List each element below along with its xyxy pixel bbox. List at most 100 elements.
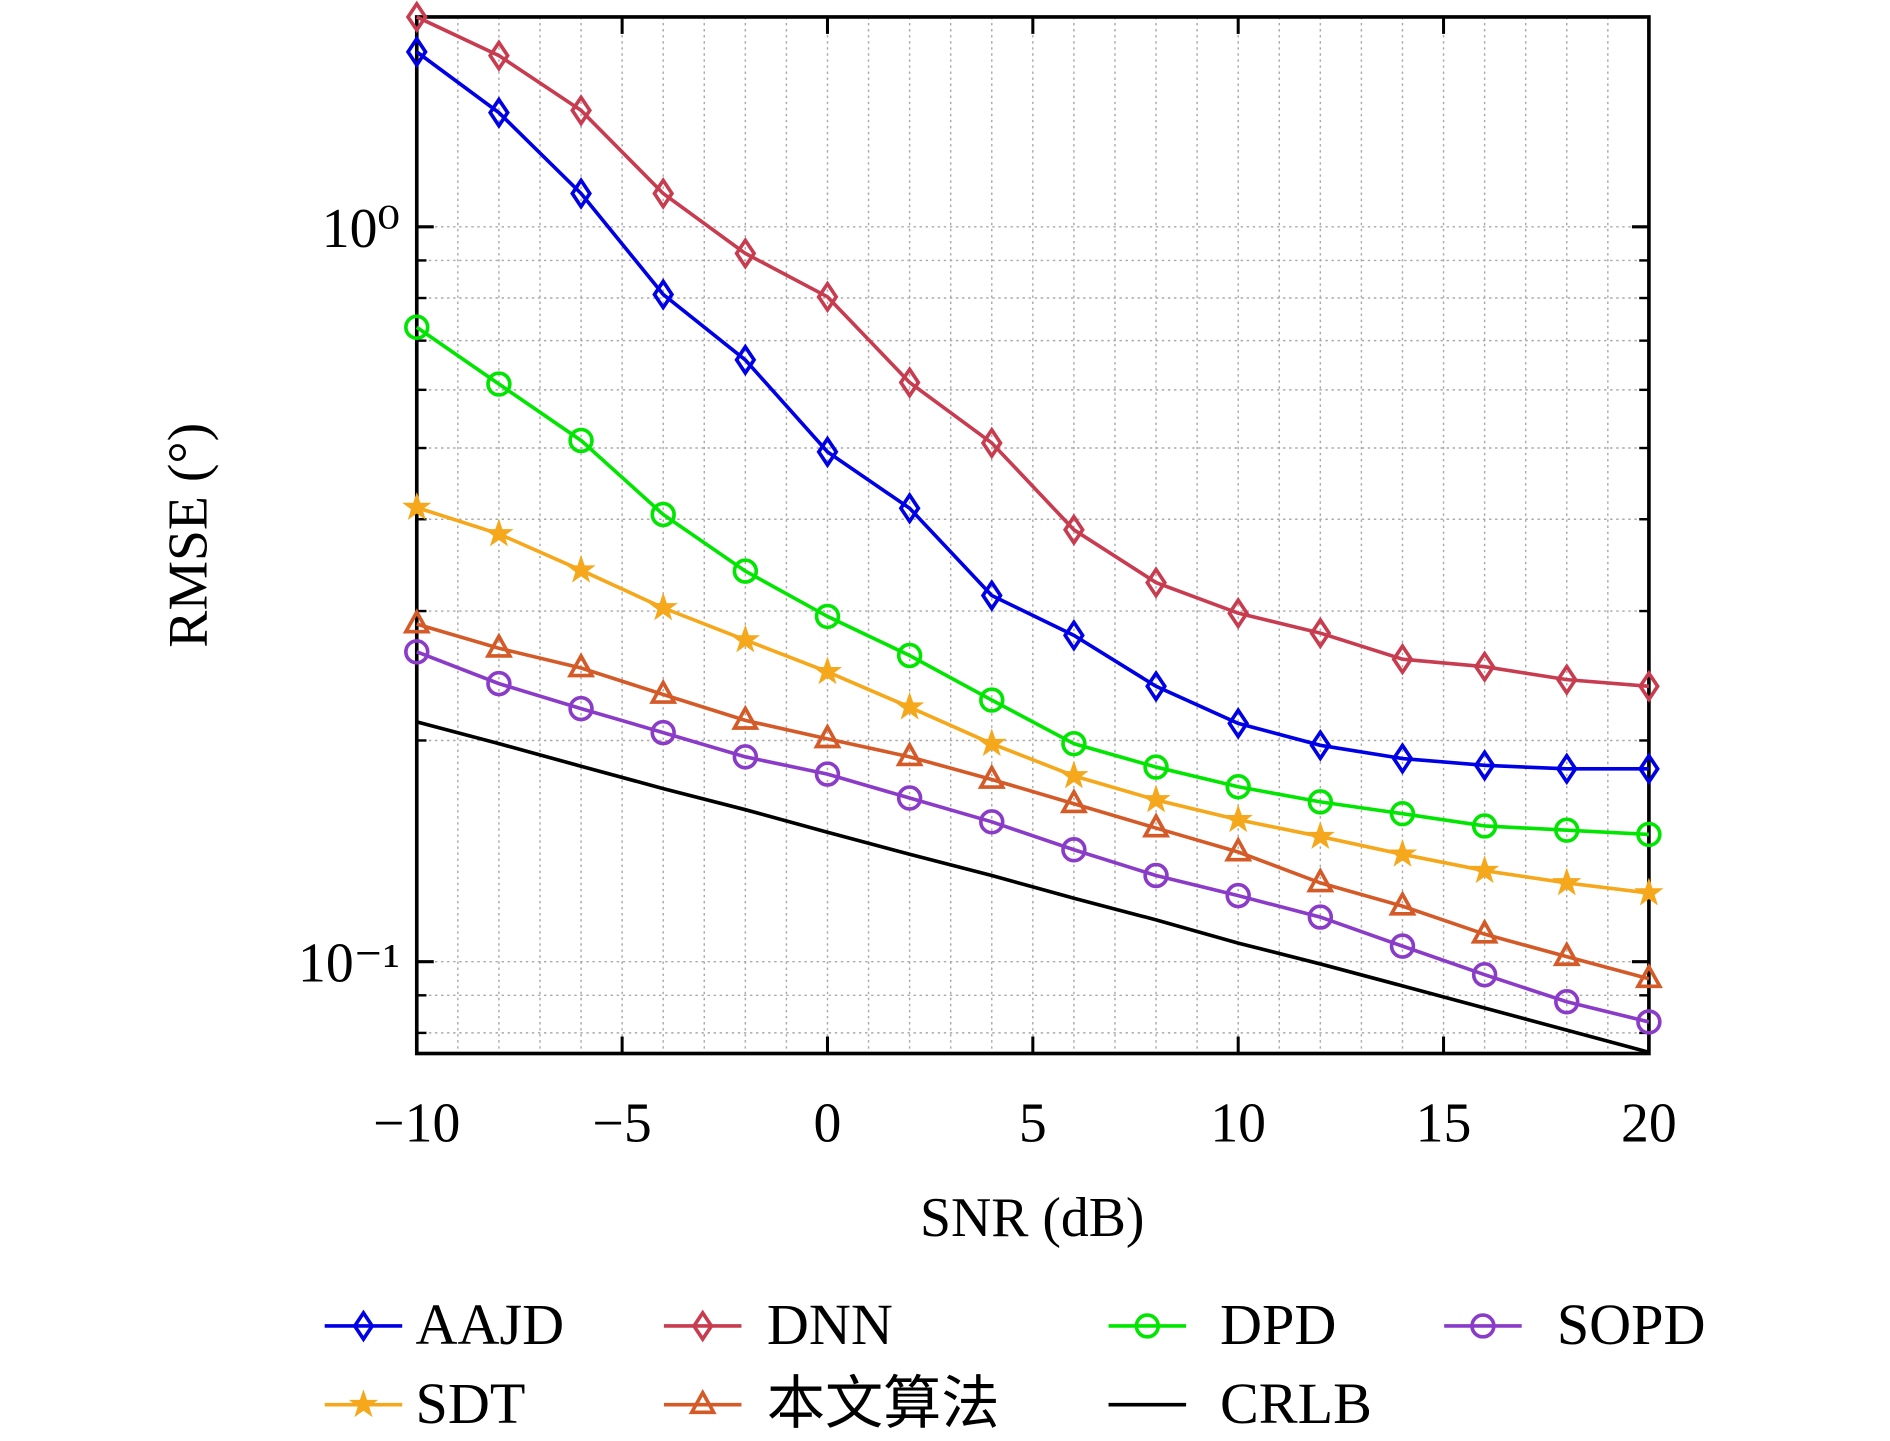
marker (1059, 788, 1088, 814)
marker (570, 94, 592, 127)
marker (1470, 918, 1499, 944)
y-axis-label: RMSE (°) (158, 423, 220, 648)
x-tick-label: 5 (1019, 1092, 1047, 1154)
marker (1389, 933, 1416, 959)
marker (652, 177, 675, 210)
marker (1552, 940, 1581, 967)
marker (977, 728, 1007, 757)
marker (1227, 596, 1250, 630)
marker (1307, 904, 1334, 930)
marker (734, 237, 757, 270)
x-tick-label: −5 (592, 1092, 651, 1154)
series-line (415, 50, 1649, 771)
marker (484, 518, 514, 547)
marker (813, 723, 842, 749)
marker (1141, 784, 1171, 813)
y-tick-label: 10⁻¹ (298, 933, 400, 995)
marker (1636, 821, 1662, 848)
marker (1224, 836, 1253, 862)
marker (486, 670, 512, 697)
marker (1223, 804, 1253, 833)
marker (405, 0, 428, 34)
legend-label: SOPD (1557, 1292, 1706, 1357)
marker (732, 744, 759, 770)
marker (979, 687, 1005, 713)
marker (405, 35, 428, 69)
marker (977, 763, 1006, 789)
marker (1306, 867, 1335, 893)
x-tick-label: 20 (1621, 1092, 1677, 1154)
marker (486, 371, 512, 397)
series-line (416, 505, 1650, 895)
marker (566, 554, 596, 583)
marker (1142, 812, 1171, 838)
marker (730, 624, 760, 653)
marker (1471, 813, 1498, 839)
marker (1471, 962, 1498, 988)
legend-label: DPD (1220, 1292, 1336, 1357)
marker (734, 343, 757, 377)
series-line (416, 622, 1650, 981)
marker (1388, 890, 1417, 916)
marker (648, 592, 678, 621)
marker (1473, 650, 1496, 684)
marker (1391, 642, 1414, 676)
marker (898, 491, 921, 525)
marker (1554, 989, 1580, 1015)
marker (1387, 838, 1418, 867)
marker (731, 704, 760, 730)
marker (568, 695, 594, 722)
legend-marker (1470, 1313, 1496, 1339)
marker (484, 632, 513, 658)
marker (1637, 669, 1660, 703)
marker (812, 656, 843, 685)
marker (895, 741, 924, 767)
marker (1063, 513, 1085, 547)
legend-marker (352, 1309, 375, 1343)
marker (814, 603, 841, 630)
marker (1389, 800, 1416, 827)
marker (1227, 707, 1250, 740)
marker (1225, 774, 1251, 800)
marker (1634, 963, 1663, 989)
marker (1309, 616, 1332, 650)
marker (568, 427, 594, 454)
marker (1059, 760, 1089, 789)
x-tick-label: −10 (373, 1092, 460, 1154)
marker (1391, 742, 1414, 775)
marker (1145, 669, 1167, 703)
marker (894, 691, 925, 720)
series-line (416, 650, 1650, 1024)
marker (404, 314, 430, 340)
marker (980, 426, 1003, 460)
marker (1637, 752, 1660, 786)
marker (732, 558, 759, 584)
x-tick-label: 10 (1210, 1092, 1266, 1154)
x-tick-label: 0 (814, 1092, 842, 1154)
marker (896, 642, 923, 669)
x-axis-label: SNR (dB) (920, 1187, 1144, 1249)
marker (816, 435, 839, 469)
marker (1309, 728, 1332, 762)
marker (650, 719, 676, 746)
marker (896, 785, 923, 811)
marker (1145, 566, 1167, 599)
plot-frame (414, 15, 1651, 1056)
series-line (415, 15, 1650, 689)
series-line (415, 325, 1649, 837)
marker (652, 278, 675, 311)
legend-label: DNN (767, 1292, 893, 1357)
marker (570, 177, 592, 210)
marker (816, 280, 839, 314)
legend-label: SDT (416, 1371, 526, 1436)
marker (1061, 730, 1087, 757)
marker (402, 492, 432, 520)
legend-label: AAJD (416, 1292, 565, 1357)
marker (488, 96, 510, 130)
marker (1061, 837, 1087, 863)
marker (1555, 663, 1578, 696)
legend-marker (691, 1309, 714, 1343)
x-tick-label: 15 (1416, 1092, 1472, 1154)
